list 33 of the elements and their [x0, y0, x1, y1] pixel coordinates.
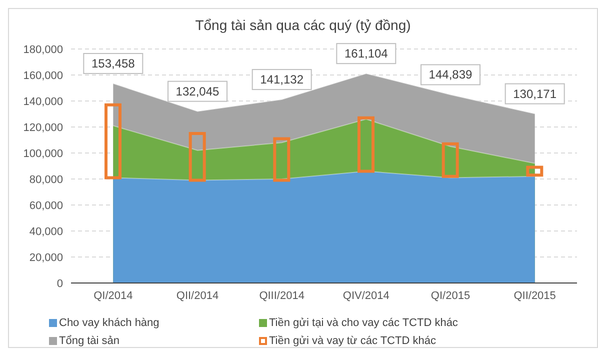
- x-tick-label: QI/2014: [94, 290, 133, 302]
- bar: [273, 137, 290, 182]
- y-tick-label: 120,000: [23, 122, 63, 134]
- y-tick-label: 140,000: [23, 96, 63, 108]
- y-tick-label: 0: [56, 278, 63, 290]
- legend-label: Tiền gửi và vay từ các TCTD khác: [268, 335, 437, 347]
- x-tick-label: QII/2014: [176, 290, 219, 302]
- x-tick-label: QI/2015: [430, 290, 470, 302]
- legend-label: Tổng tài sản: [58, 335, 121, 347]
- bar: [188, 132, 206, 182]
- data-label: 141,132: [260, 72, 304, 87]
- y-tick-label: 100,000: [23, 148, 63, 160]
- chart-title: Tổng tài sản qua các quý (tỷ đồng): [194, 16, 412, 35]
- y-tick-label: 160,000: [23, 70, 63, 82]
- data-label: 161,104: [344, 46, 388, 61]
- bar: [104, 103, 122, 180]
- y-tick-label: 20,000: [29, 252, 63, 264]
- x-tick-label: QIV/2014: [342, 290, 390, 302]
- bar: [358, 116, 374, 173]
- x-tick-label: QIII/2014: [259, 290, 304, 302]
- data-label: 144,839: [428, 68, 473, 82]
- legend-label: Cho vay khách hàng: [58, 317, 160, 329]
- y-tick-label: 180,000: [23, 44, 63, 56]
- bar: [442, 142, 459, 178]
- data-label: 130,171: [513, 86, 557, 101]
- bar: [526, 166, 544, 177]
- x-tick-label: QII/2015: [514, 290, 556, 302]
- legend-label: Tiền gửi tại và cho vay các TCTD khác: [268, 317, 459, 329]
- y-tick-label: 80,000: [29, 174, 63, 186]
- y-tick-label: 60,000: [29, 200, 63, 212]
- y-tick-label: 40,000: [29, 226, 63, 238]
- data-label: 153,458: [91, 56, 136, 71]
- data-label: 132,045: [176, 84, 220, 98]
